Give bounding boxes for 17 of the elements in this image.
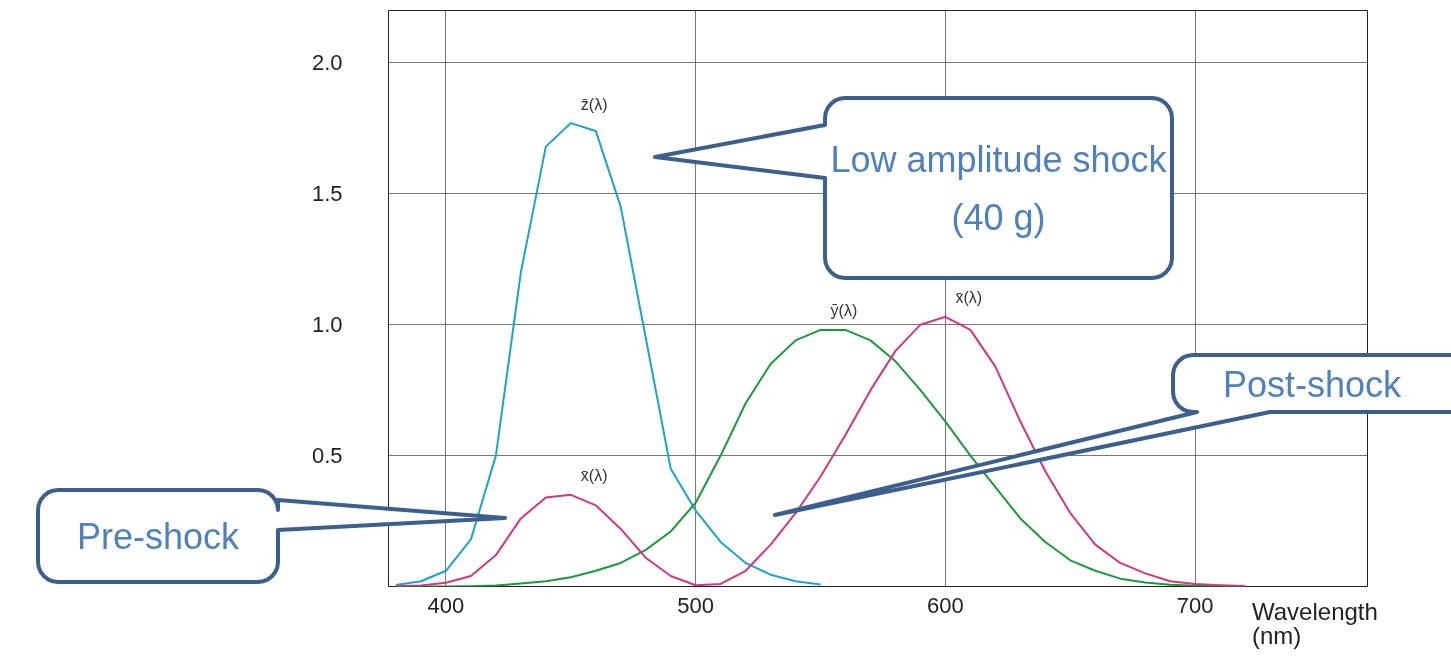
x-tick-label: 700: [1176, 592, 1214, 618]
y-tick-label: 2.0: [311, 50, 343, 76]
text: Pre-shock: [76, 515, 241, 557]
line-series: [394, 122, 822, 586]
x-tick-label: 500: [677, 592, 715, 618]
annotation: Post-shock: [1222, 363, 1403, 404]
x-tick-label: 400: [427, 592, 465, 618]
annotation: Low amplitude shock (40 g): [830, 138, 1168, 238]
text: x̄(λ): [955, 289, 983, 307]
y-tick-label: 1.0: [311, 312, 343, 338]
series-label: ȳ(λ): [830, 302, 858, 320]
x-axis-title: Wavelength (nm): [1252, 598, 1378, 649]
x-tick-label: 600: [927, 592, 964, 618]
series-label: z̄(λ): [580, 95, 608, 113]
series-label: x̄(λ): [580, 467, 608, 485]
y-tick-label: 0.5: [311, 443, 343, 469]
y-tick-label: 1.5: [311, 181, 343, 207]
